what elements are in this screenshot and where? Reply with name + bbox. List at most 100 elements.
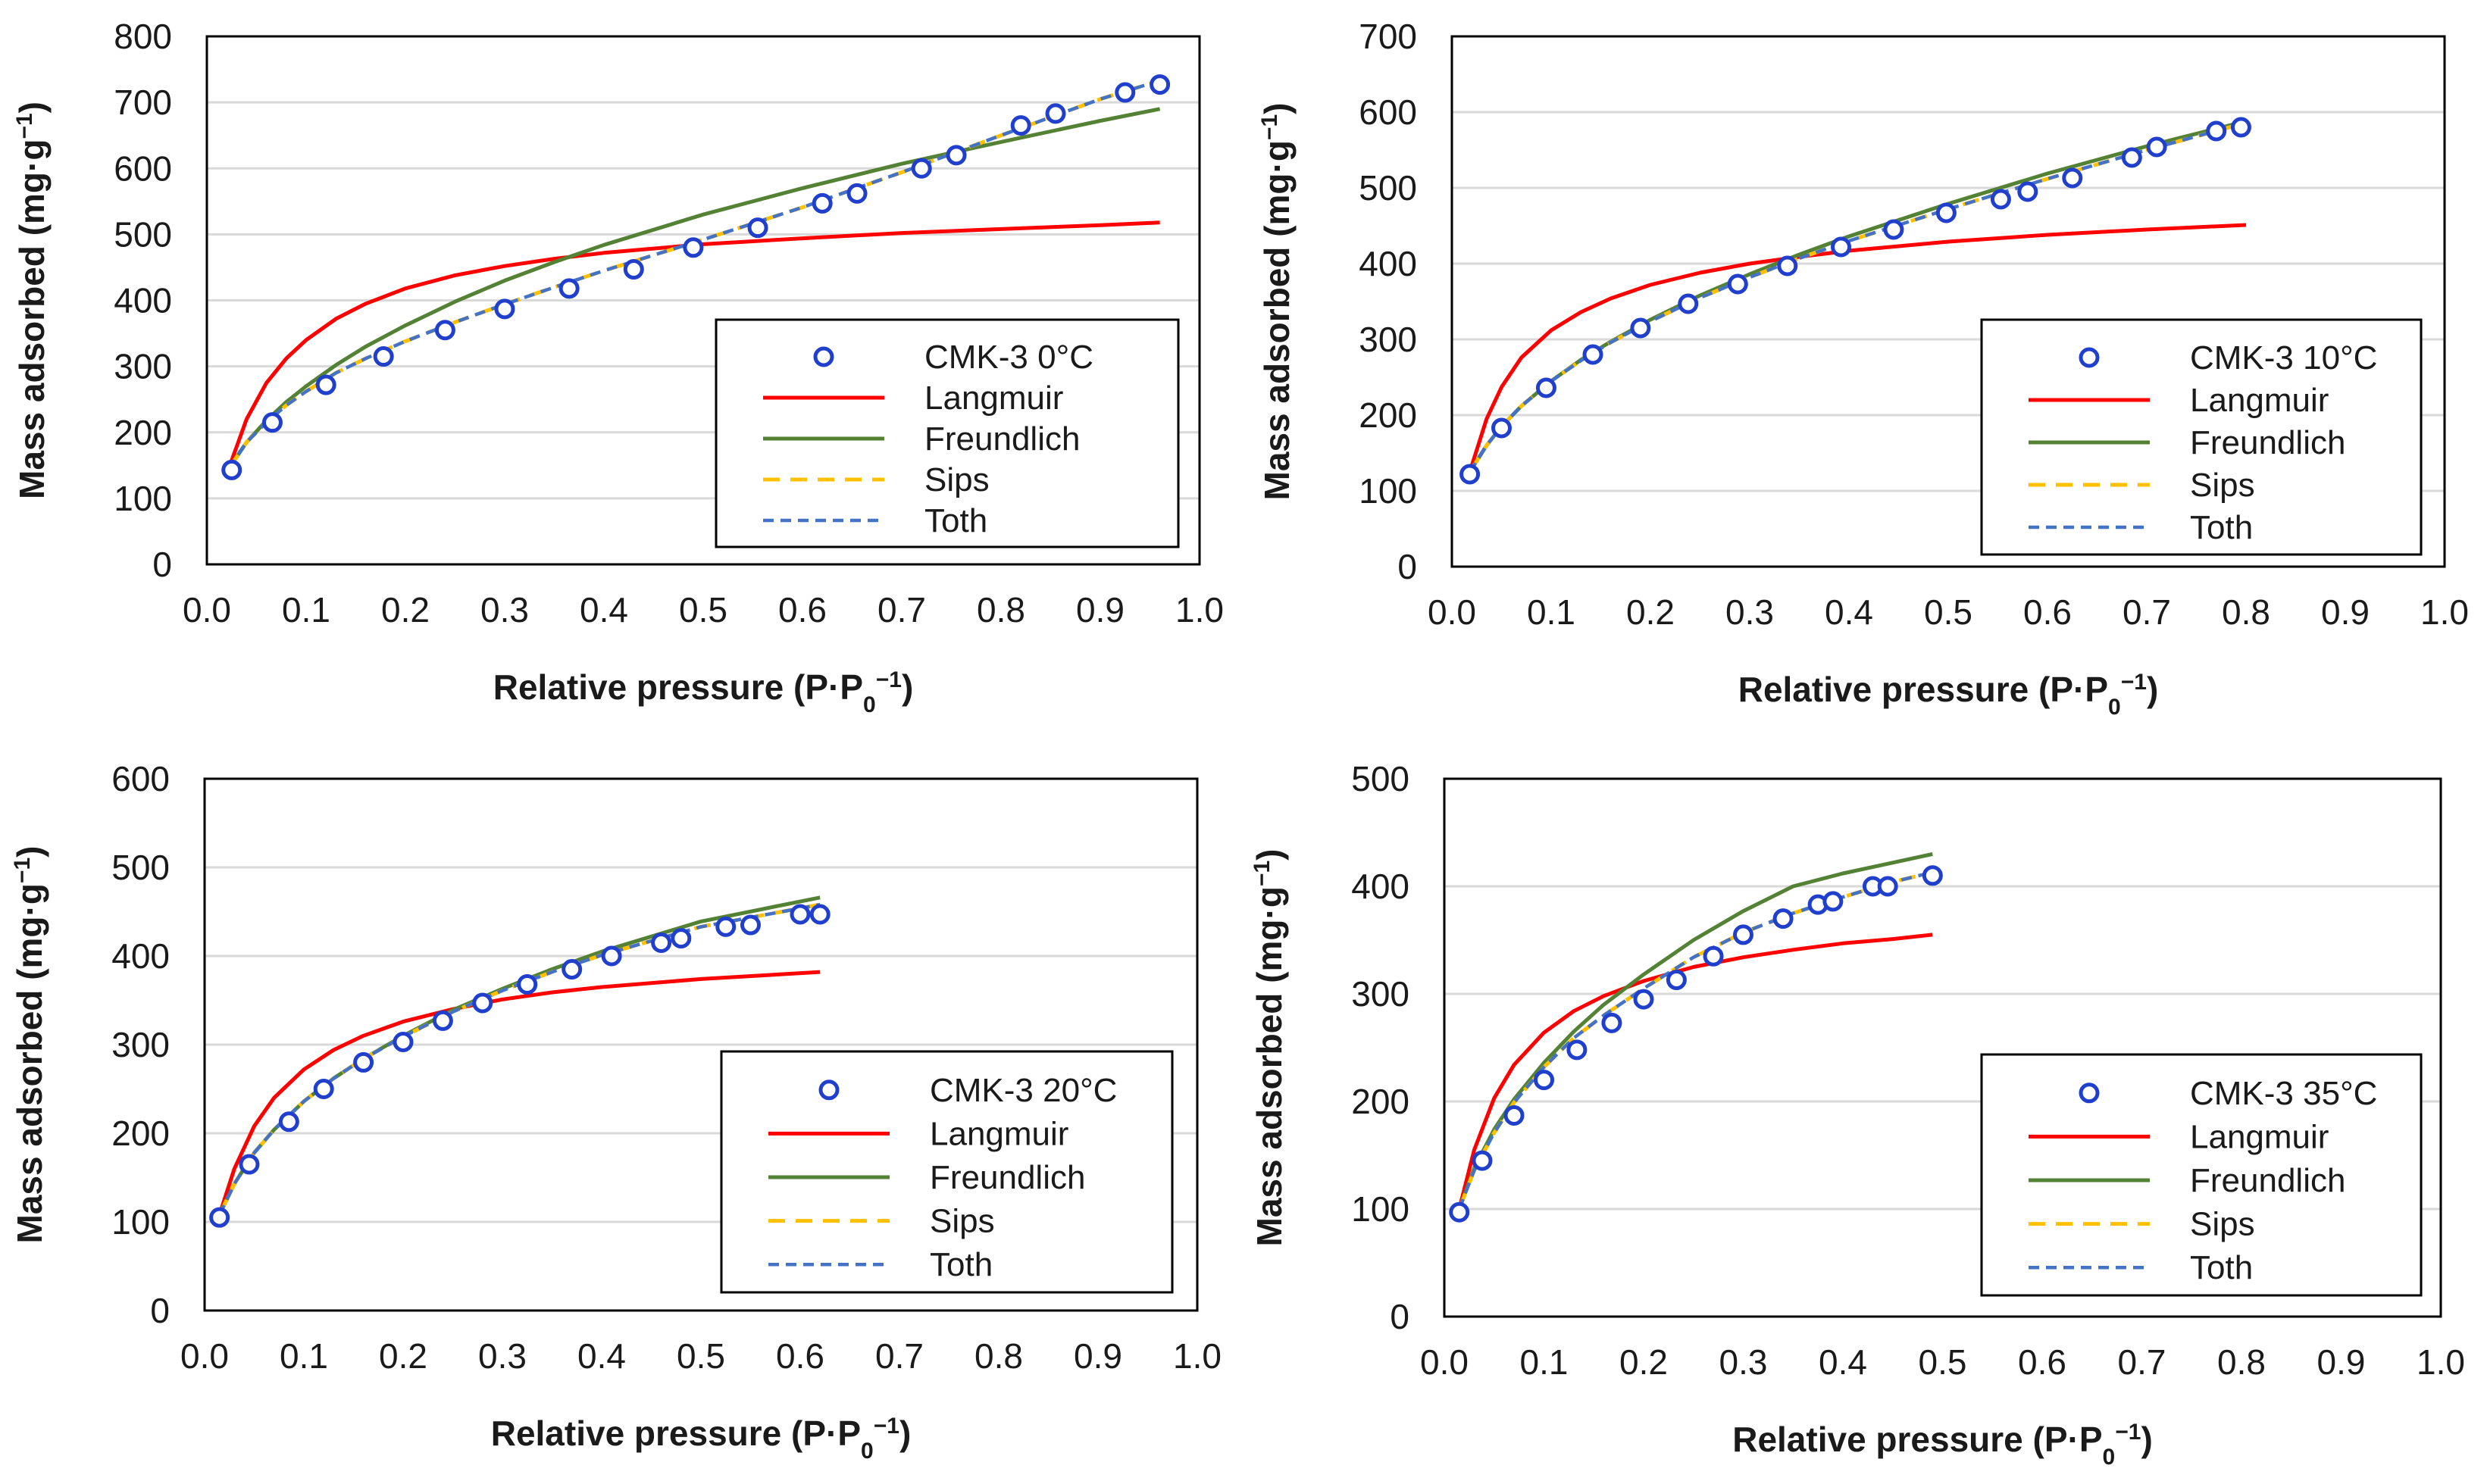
y-tick-label: 100: [1351, 1189, 1409, 1229]
legend-marker-data: [813, 346, 834, 367]
legend-label: Sips: [2190, 467, 2255, 504]
x-tick-label: 0.2: [1626, 592, 1675, 632]
y-tick-label: 500: [114, 214, 172, 254]
x-tick-label: 0.1: [1520, 1342, 1569, 1382]
y-tick-label: 300: [1359, 320, 1417, 359]
data-point: [2062, 167, 2083, 189]
y-tick-label: 300: [114, 347, 172, 386]
x-tick-label: 0.9: [2317, 1342, 2366, 1382]
legend-label: Sips: [930, 1203, 995, 1240]
data-point: [209, 1207, 230, 1228]
x-tick-label: 0.4: [580, 590, 628, 630]
y-tick-label: 600: [1359, 92, 1417, 132]
data-point: [1678, 293, 1699, 314]
data-point: [373, 346, 394, 367]
x-tick-label: 0.4: [577, 1336, 626, 1376]
legend-label: Toth: [2190, 1249, 2253, 1286]
x-tick-label: 0.8: [2222, 592, 2270, 632]
x-tick-label: 0.5: [1919, 1342, 1967, 1382]
x-tick-label: 0.7: [2123, 592, 2171, 632]
data-point: [715, 916, 737, 937]
data-point: [1733, 924, 1753, 945]
y-tick-label: 600: [114, 148, 172, 188]
data-point: [313, 1079, 334, 1099]
y-tick-label: 200: [1351, 1082, 1409, 1121]
plot-frame: [1443, 777, 2442, 1318]
y-tick-label: 400: [1351, 867, 1409, 906]
data-point: [221, 459, 242, 480]
x-tick-label: 0.3: [1725, 592, 1774, 632]
x-tick-label: 0.7: [877, 590, 926, 630]
data-point: [911, 158, 932, 179]
x-tick-label: 0.3: [1719, 1342, 1768, 1382]
x-tick-label: 0.2: [379, 1336, 427, 1376]
data-point: [239, 1154, 260, 1175]
y-tick-label: 400: [111, 936, 170, 976]
legend-label: Sips: [924, 461, 990, 498]
data-point: [278, 1111, 299, 1133]
data-point: [1935, 202, 1957, 223]
legend-label: Toth: [2190, 509, 2253, 546]
x-tick-label: 0.6: [2018, 1342, 2066, 1382]
data-point: [2146, 136, 2167, 158]
y-tick-label: 700: [114, 83, 172, 122]
series-line-toth: [217, 902, 821, 1216]
data-point: [1534, 1070, 1554, 1091]
data-point: [1459, 464, 1481, 485]
chart-panel-1: 0 100 200 300 400 500 600 700 800 0.0 0.1 0.2 0.3 0.4…: [12, 17, 1224, 717]
x-tick-label: 0.3: [478, 1336, 527, 1376]
legend-label: CMK-3 35°C: [2190, 1075, 2377, 1112]
data-point: [2121, 147, 2142, 168]
legend-label: Langmuir: [924, 380, 1063, 417]
y-tick-label: 300: [111, 1025, 170, 1064]
legend-label: Langmuir: [2190, 1118, 2329, 1155]
x-tick-label: 0.5: [679, 590, 727, 630]
x-tick-label: 0.7: [875, 1336, 924, 1376]
x-tick-label: 0.6: [778, 590, 827, 630]
y-axis-title: Mass adsorbed (mg·g−1): [1257, 103, 1297, 501]
x-tick-label: 0.2: [1619, 1342, 1668, 1382]
x-tick-label: 1.0: [2417, 1342, 2465, 1382]
data-point: [1449, 1201, 1470, 1223]
data-point: [1922, 865, 1943, 886]
x-tick-label: 0.9: [2321, 592, 2370, 632]
x-tick-label: 0.7: [2118, 1342, 2166, 1382]
x-tick-label: 0.0: [1428, 592, 1476, 632]
data-point: [1566, 1039, 1588, 1061]
chart-panel-3: 0 100 200 300 400 500 600 0.0 0.1 0.2 0.3 0.4 0.5 0.6…: [10, 759, 1222, 1464]
data-point: [2230, 117, 2251, 138]
x-tick-label: 0.5: [677, 1336, 725, 1376]
data-point: [393, 1031, 414, 1052]
y-tick-label: 0: [1397, 547, 1417, 586]
data-point: [1491, 417, 1512, 439]
legend-label: Toth: [930, 1246, 993, 1283]
x-tick-label: 1.0: [1173, 1336, 1222, 1376]
data-point: [812, 192, 833, 214]
series-line-sips: [1457, 870, 1933, 1210]
y-tick-label: 0: [1390, 1297, 1409, 1336]
x-axis-title: Relative pressure (P·P0−1): [491, 1414, 912, 1464]
legend-label: Freundlich: [924, 420, 1080, 458]
x-tick-label: 0.2: [381, 590, 430, 630]
data-point: [1503, 1104, 1525, 1126]
data-point: [494, 298, 515, 320]
series-line-toth: [1468, 120, 2247, 473]
legend-label: Freundlich: [2190, 1162, 2345, 1199]
data-point: [623, 259, 644, 280]
x-axis-title: Relative pressure (P·P0−1): [1732, 1420, 2153, 1470]
legend-label: Langmuir: [930, 1115, 1068, 1152]
x-tick-label: 0.8: [2217, 1342, 2266, 1382]
data-point: [432, 1010, 453, 1031]
data-point: [558, 278, 580, 299]
data-point: [1877, 876, 1898, 897]
series-line-langmuir: [1457, 933, 1933, 1210]
y-tick-label: 700: [1359, 17, 1417, 56]
x-tick-label: 1.0: [2420, 592, 2469, 632]
x-tick-label: 0.4: [1825, 592, 1873, 632]
plot-frame: [205, 35, 1201, 566]
x-tick-label: 0.4: [1819, 1342, 1867, 1382]
legend-label: CMK-3 0°C: [924, 339, 1093, 376]
data-point: [1831, 236, 1852, 258]
y-tick-label: 400: [1359, 244, 1417, 283]
